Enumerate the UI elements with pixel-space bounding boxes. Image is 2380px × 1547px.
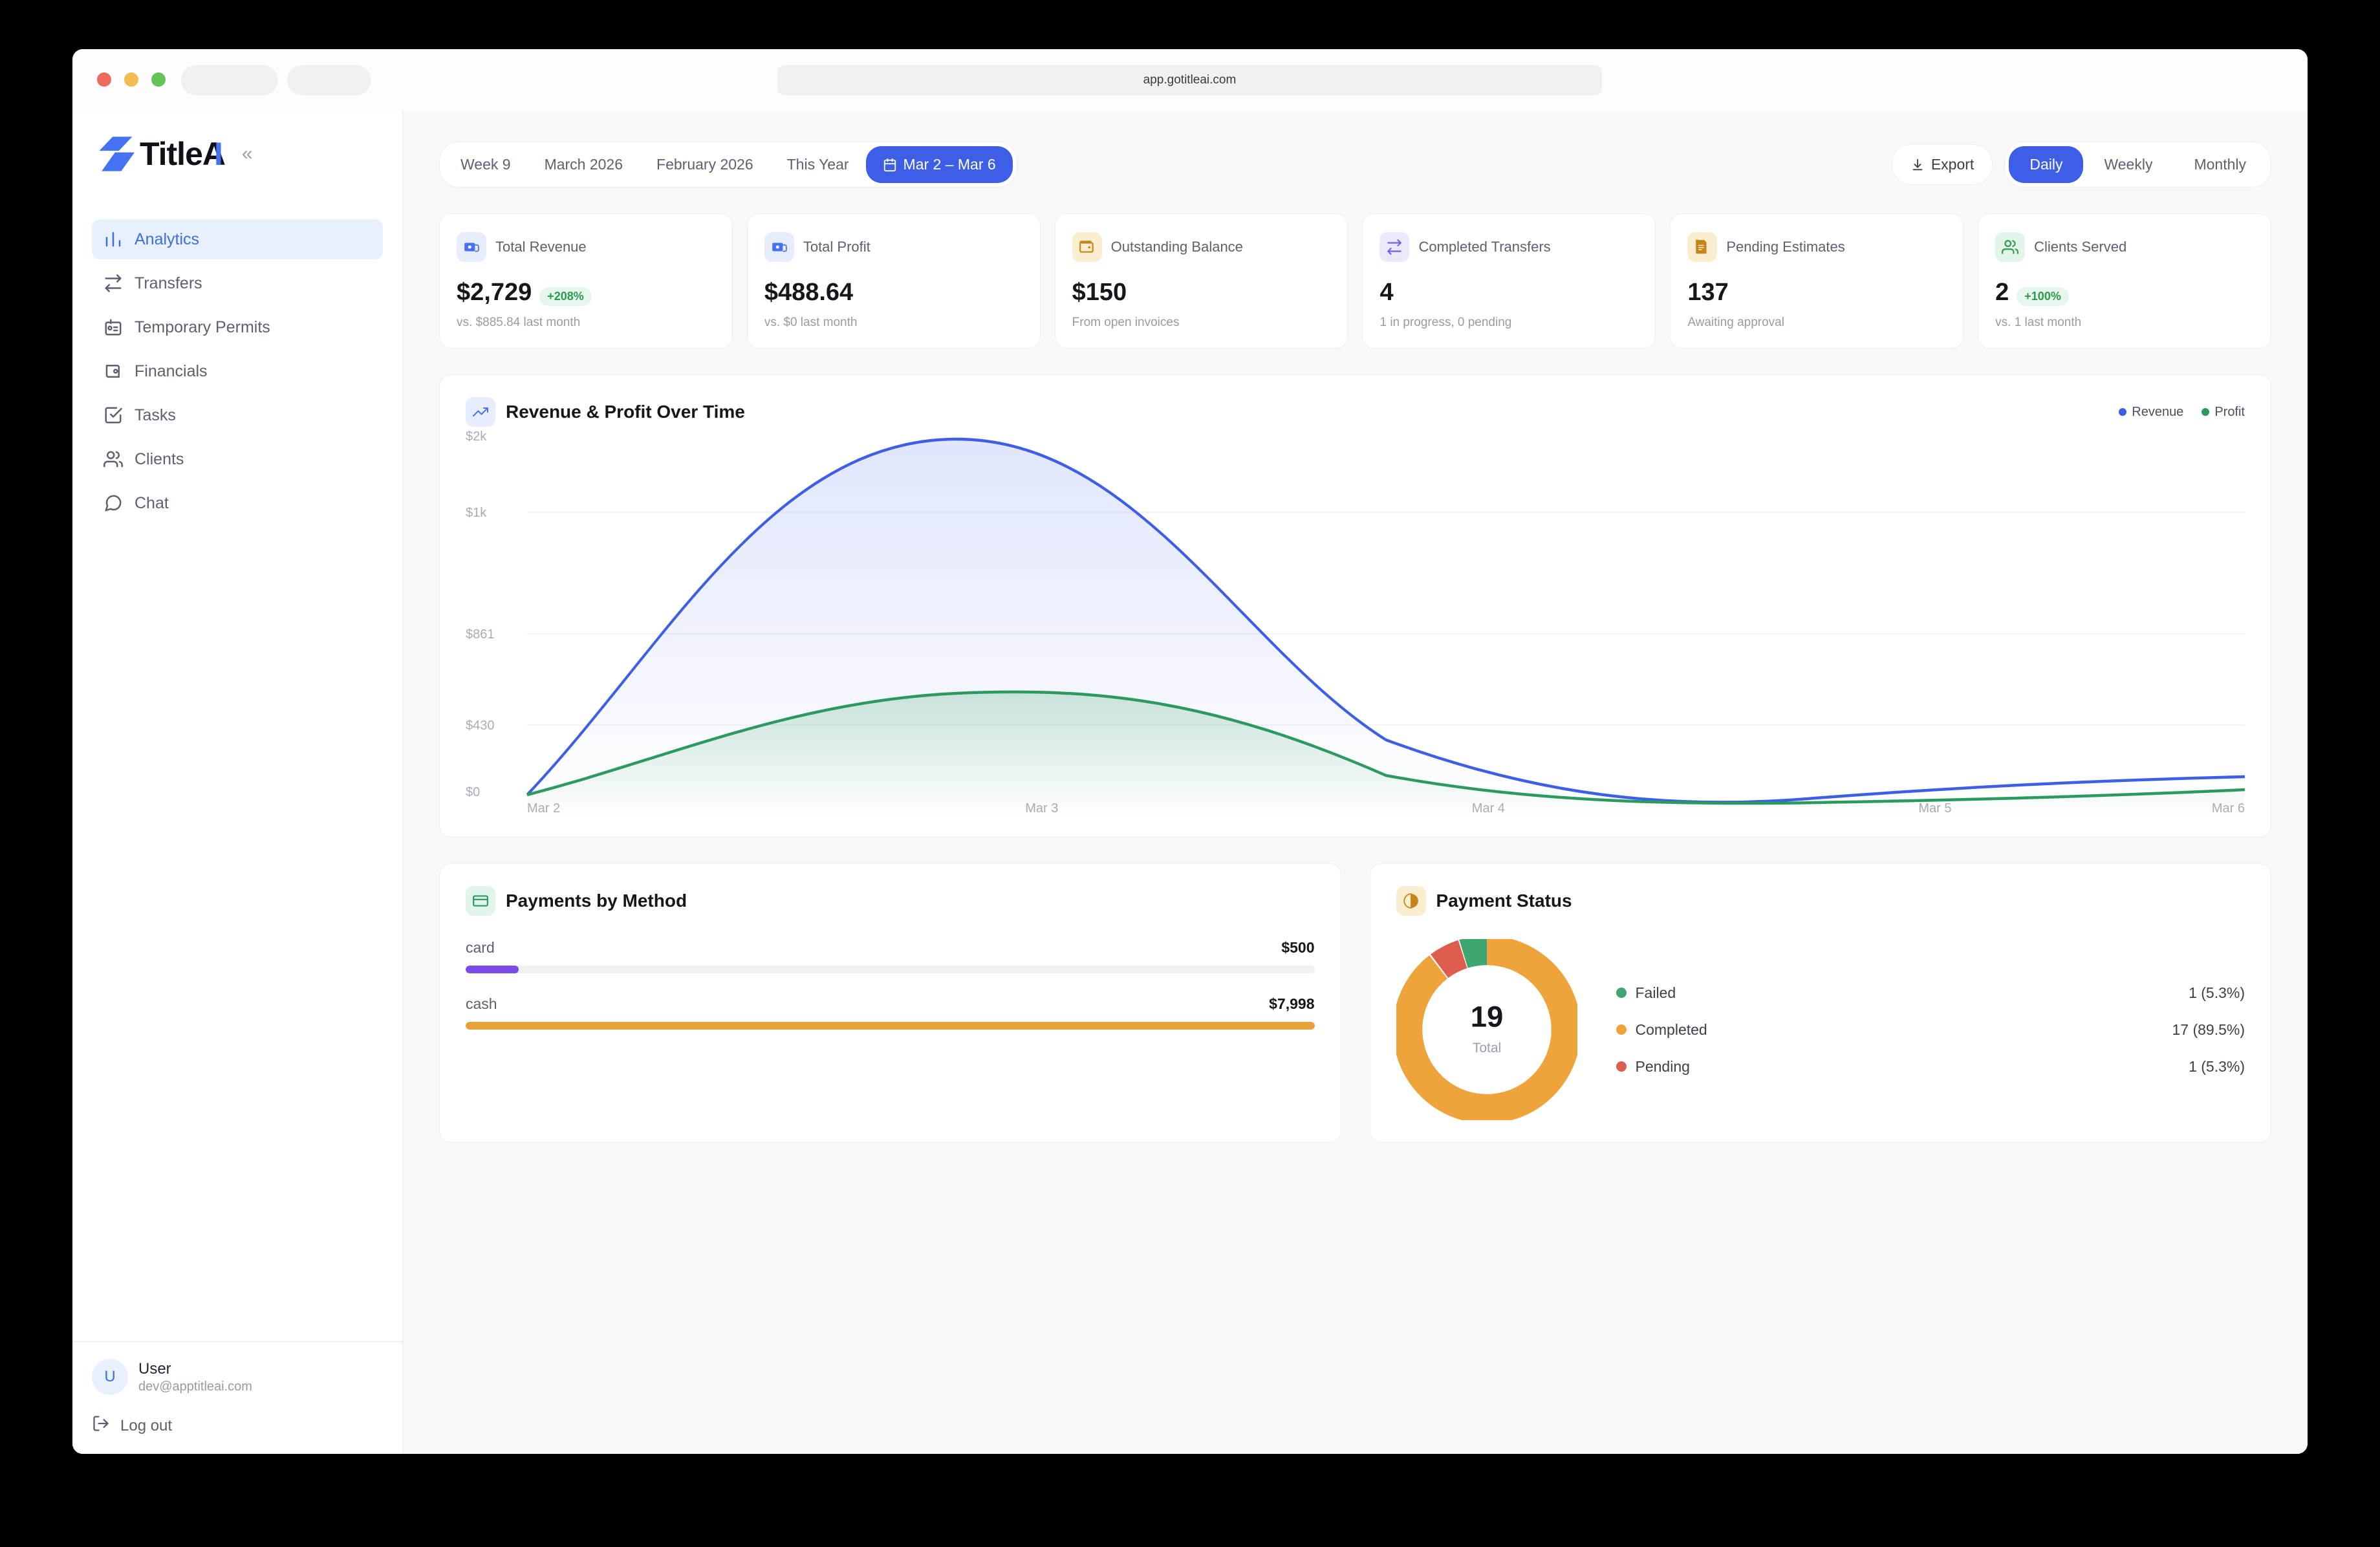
svg-text:19: 19 xyxy=(1470,1001,1503,1033)
svg-text:Total: Total xyxy=(1472,1041,1500,1055)
